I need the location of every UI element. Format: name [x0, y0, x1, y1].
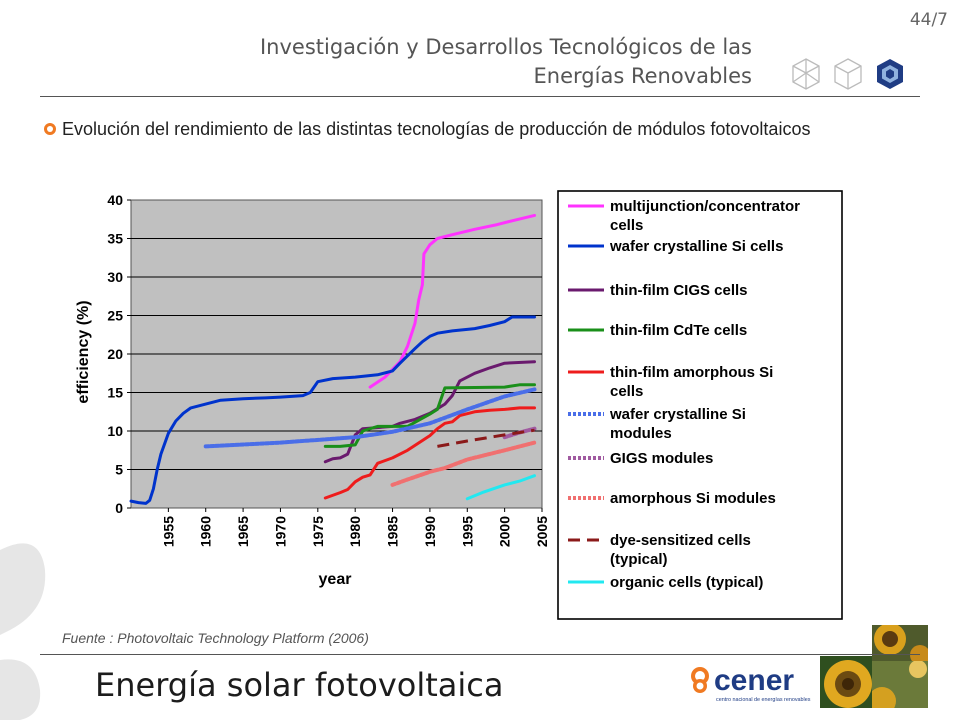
legend-label: dye-sensitized cells: [610, 532, 751, 549]
series-line-10: [465, 474, 536, 501]
legend-box: [557, 190, 843, 620]
legend-label: cells: [610, 217, 643, 234]
sunflower-photo: [872, 625, 928, 661]
cube-logo-icon: [877, 59, 903, 89]
y-tick-label: 0: [115, 500, 123, 516]
y-tick-label: 30: [107, 269, 123, 285]
legend-label: organic cells (typical): [610, 574, 763, 591]
legend-label: amorphous Si modules: [610, 490, 776, 507]
legend-label: thin-film amorphous Si: [610, 364, 773, 381]
efficiency-chart: 0 5 10 15 20 25 30 35 40 1955 1960 1965 1970 1975 1980…: [75, 190, 843, 620]
bullet-icon: [44, 123, 56, 135]
slide-title-line1: Investigación y Desarrollos Tecnológicos…: [259, 35, 752, 59]
cener-wordmark: cener: [714, 664, 794, 697]
cubes-logo: [792, 58, 903, 90]
watermark-graphic: [0, 543, 46, 720]
x-tick-label: 1955: [160, 516, 176, 547]
y-tick-label: 10: [107, 423, 123, 439]
legend-label: (typical): [610, 551, 668, 568]
slide-subtitle: Evolución del rendimiento de las distint…: [44, 115, 930, 144]
x-tick-label: 1975: [310, 516, 326, 547]
legend-label: cells: [610, 383, 643, 400]
x-tick-label: 1985: [385, 516, 401, 547]
subtitle-text: Evolución del rendimiento de las distint…: [62, 119, 811, 139]
series-line-8: [390, 440, 537, 487]
legend-label: GIGS modules: [610, 450, 713, 467]
x-tick-label: 1970: [272, 516, 288, 547]
x-tick-label: 1965: [235, 516, 251, 547]
legend-label: modules: [610, 425, 672, 442]
series-line-3: [323, 360, 536, 464]
x-tick-label: 1990: [422, 516, 438, 547]
y-tick-label: 35: [107, 231, 123, 247]
source-note: Fuente : Photovoltaic Technology Platfor…: [62, 630, 369, 646]
series-line-6: [203, 387, 537, 449]
cube-outline-icon: [792, 58, 820, 90]
slide-title-line2: Energías Renovables: [533, 64, 752, 88]
y-tick-label: 15: [107, 385, 123, 401]
page-number: 44/7: [909, 10, 948, 30]
x-tick-label: 1995: [459, 516, 475, 547]
y-tick-label: 25: [107, 308, 123, 324]
legend-label: wafer crystalline Si cells: [609, 238, 783, 255]
series-line-9: [437, 428, 535, 448]
y-tick-label: 40: [107, 192, 123, 208]
legend-label: thin-film CIGS cells: [610, 282, 748, 299]
sunflower-photo: [872, 661, 928, 708]
cener-logo: cener centro nacional de energías renova…: [691, 664, 811, 703]
series-line-2: [129, 315, 536, 505]
y-tick-label: 20: [107, 346, 123, 362]
y-tick-label: 5: [115, 462, 123, 478]
legend-label: wafer crystalline Si: [609, 406, 746, 423]
series-line-1: [368, 213, 536, 389]
footer-divider: [40, 654, 920, 655]
series-line-5: [323, 406, 536, 500]
legend-label: thin-film CdTe cells: [610, 322, 747, 339]
x-tick-label: 1980: [347, 516, 363, 547]
cener-sun-icon: [691, 667, 709, 693]
x-tick-label: 2000: [497, 516, 513, 547]
slide-title: Investigación y Desarrollos Tecnológicos…: [140, 33, 752, 91]
x-tick-label: 2005: [534, 516, 550, 547]
cener-tagline: centro nacional de energías renovables: [716, 697, 811, 703]
x-axis-label: year: [319, 571, 352, 588]
legend-label: multijunction/concentrator: [610, 198, 800, 215]
cube-outline-icon: [834, 58, 862, 90]
x-tick-label: 1960: [198, 516, 214, 547]
y-axis-label: efficiency (%): [75, 300, 92, 403]
sunflower-photo: [820, 656, 872, 708]
title-divider: [40, 96, 920, 97]
footer-title: Energía solar fotovoltaica: [95, 666, 504, 704]
